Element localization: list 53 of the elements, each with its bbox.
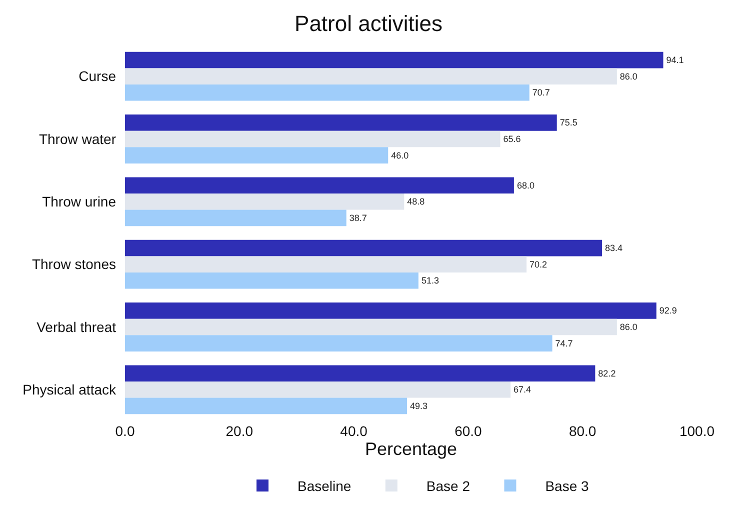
text: 49.3 bbox=[410, 400, 428, 411]
text: 68.0 bbox=[516, 180, 534, 190]
x-axis-title: Percentage bbox=[364, 439, 458, 460]
text: 38.7 bbox=[349, 212, 367, 223]
text: 48.8 bbox=[407, 196, 425, 207]
legend-label: Base 2 bbox=[426, 478, 470, 494]
bar bbox=[125, 335, 552, 352]
text: 65.6 bbox=[503, 134, 521, 144]
bar bbox=[125, 114, 557, 131]
y-tick-label: Physical attack bbox=[22, 382, 117, 398]
text: 74.7 bbox=[555, 338, 573, 348]
text: 94.1 bbox=[666, 55, 684, 66]
bar bbox=[125, 302, 656, 319]
bar bbox=[125, 398, 407, 414]
chart-title: Patrol activities bbox=[294, 10, 442, 36]
y-tick-label: Throw stones bbox=[32, 256, 116, 272]
text: 67.4 bbox=[514, 384, 532, 395]
x-tick-label: 100.0 bbox=[679, 423, 715, 439]
text: 86.0 bbox=[620, 71, 638, 82]
bar bbox=[125, 365, 596, 382]
x-tick-label: 20.0 bbox=[226, 423, 254, 439]
bar bbox=[125, 52, 664, 68]
y-tick-label: Throw urine bbox=[42, 194, 116, 210]
bar bbox=[125, 177, 514, 194]
x-tick-label: 0.0 bbox=[115, 423, 135, 439]
text: 70.7 bbox=[532, 88, 550, 98]
bar bbox=[125, 240, 602, 256]
bar bbox=[125, 68, 617, 84]
text: 92.9 bbox=[659, 306, 677, 316]
x-tick-label: 40.0 bbox=[340, 423, 368, 439]
legend-label: Baseline bbox=[298, 478, 352, 494]
bar bbox=[125, 147, 388, 164]
bar bbox=[125, 210, 346, 226]
x-tick-label: 80.0 bbox=[568, 423, 596, 439]
legend-label: Base 3 bbox=[545, 478, 590, 494]
bar bbox=[125, 84, 530, 101]
text: 83.4 bbox=[605, 243, 623, 254]
text: 51.3 bbox=[421, 276, 439, 286]
text: 86.0 bbox=[620, 322, 638, 332]
text: 70.2 bbox=[530, 259, 548, 270]
bar bbox=[125, 130, 500, 148]
bar bbox=[125, 272, 418, 289]
text: 46.0 bbox=[391, 150, 409, 160]
text: 75.5 bbox=[560, 118, 578, 128]
y-tick-label: Verbal threat bbox=[36, 318, 116, 335]
bar bbox=[125, 382, 511, 398]
y-tick-label: Curse bbox=[78, 68, 116, 84]
bar bbox=[125, 194, 404, 210]
bar bbox=[125, 256, 527, 272]
x-tick-label: 60.0 bbox=[454, 423, 482, 439]
y-tick-label: Throw water bbox=[38, 130, 116, 147]
text: 82.2 bbox=[598, 368, 616, 378]
bar bbox=[125, 318, 617, 336]
